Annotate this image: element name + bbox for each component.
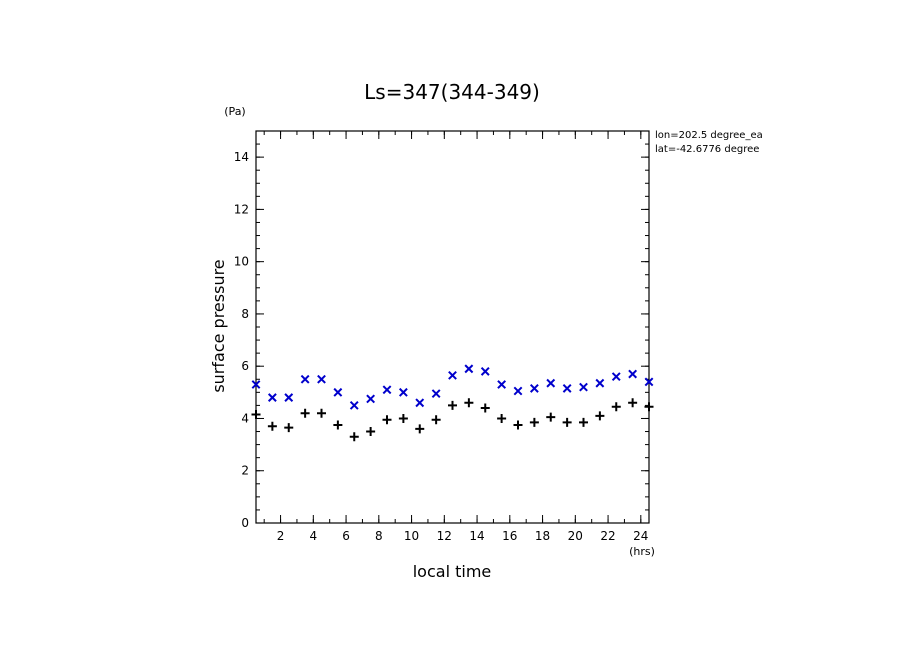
data-point-plus-marker [317, 408, 326, 418]
y-unit-label: (Pa) [224, 105, 245, 118]
data-point-x-marker [644, 377, 654, 387]
data-point-x-marker [382, 385, 392, 395]
x-tick-label: 16 [502, 529, 517, 543]
data-point-x-marker [628, 369, 638, 379]
x-tick-label: 8 [375, 529, 383, 543]
x-tick-labels: 2 4 6 8 10 12 14 16 18 20 22 24 [277, 529, 649, 543]
data-point-plus-marker [546, 412, 556, 422]
data-point-x-marker [562, 384, 572, 393]
data-point-x-marker [431, 389, 441, 399]
data-point-x-marker [398, 387, 408, 397]
data-point-x-marker [448, 370, 457, 380]
y-tick-label: 10 [234, 255, 249, 269]
x-tick-label: 2 [277, 529, 285, 543]
axis-ticks [256, 130, 649, 524]
data-point-plus-marker [267, 421, 277, 431]
data-point-plus-marker [251, 410, 261, 420]
data-point-x-marker [349, 400, 359, 410]
data-point-x-marker [595, 378, 605, 388]
data-point-plus-marker [644, 402, 654, 412]
data-point-x-marker [267, 393, 277, 402]
data-point-plus-marker [448, 400, 457, 410]
data-point-plus-marker [398, 413, 408, 423]
data-point-x-marker [284, 393, 294, 402]
data-point-plus-marker [611, 402, 621, 412]
data-point-plus-marker [497, 413, 507, 423]
x-tick-label: 12 [437, 529, 452, 543]
data-point-plus-marker [431, 415, 441, 425]
data-point-plus-marker [628, 398, 638, 408]
x-tick-label: 20 [568, 529, 583, 543]
y-tick-label: 8 [241, 307, 249, 321]
x-tick-label: 10 [404, 529, 419, 543]
y-tick-labels: 0 2 4 6 8 10 12 14 [234, 150, 249, 530]
data-point-x-marker [529, 384, 539, 393]
x-tick-label: 24 [633, 529, 648, 543]
y-axis-label: surface pressure [209, 259, 228, 392]
data-point-plus-marker [513, 420, 523, 430]
y-tick-label: 2 [241, 464, 249, 478]
data-point-x-marker [415, 398, 425, 408]
y-tick-label: 14 [234, 150, 249, 164]
data-point-x-marker [513, 386, 523, 396]
x-tick-label: 22 [600, 529, 615, 543]
data-point-plus-marker [415, 424, 425, 434]
data-point-x-marker [333, 387, 343, 397]
data-point-plus-marker [300, 408, 310, 418]
x-axis-label: local time [413, 562, 492, 581]
data-point-x-marker [251, 380, 261, 389]
data-point-plus-marker [595, 411, 605, 421]
data-point-plus-marker [284, 423, 294, 433]
data-point-plus-marker [464, 398, 474, 408]
data-point-x-marker [579, 382, 588, 392]
data-point-x-marker [497, 380, 507, 389]
data-point-x-marker [546, 378, 556, 388]
annotation-lat: lat=-42.6776 degree [655, 144, 759, 155]
x-unit-label: (hrs) [629, 545, 655, 558]
y-tick-label: 0 [241, 516, 249, 530]
data-point-plus-marker [562, 417, 572, 427]
chart-title: Ls=347(344-349) [364, 80, 540, 104]
data-point-plus-marker [579, 417, 588, 427]
x-tick-label: 14 [469, 529, 484, 543]
data-point-plus-marker [333, 420, 343, 430]
data-point-x-marker [480, 367, 490, 376]
y-tick-label: 6 [241, 359, 249, 373]
data-point-x-marker [611, 372, 621, 382]
data-point-x-marker [300, 374, 310, 384]
data-point-plus-marker [480, 403, 490, 413]
data-point-plus-marker [529, 417, 539, 427]
data-point-x-marker [366, 394, 376, 404]
annotation-lon: lon=202.5 degree_ea [655, 130, 763, 141]
data-point-x-marker [464, 364, 474, 374]
plot-frame [255, 130, 650, 524]
x-tick-label: 4 [309, 529, 317, 543]
y-tick-label: 12 [234, 202, 249, 216]
y-tick-label: 4 [241, 411, 249, 425]
data-point-x-marker [317, 374, 326, 384]
data-point-plus-marker [349, 432, 359, 442]
data-markers [251, 364, 654, 442]
x-tick-label: 18 [535, 529, 550, 543]
data-point-plus-marker [366, 427, 376, 437]
x-tick-label: 6 [342, 529, 350, 543]
data-point-plus-marker [382, 415, 392, 425]
